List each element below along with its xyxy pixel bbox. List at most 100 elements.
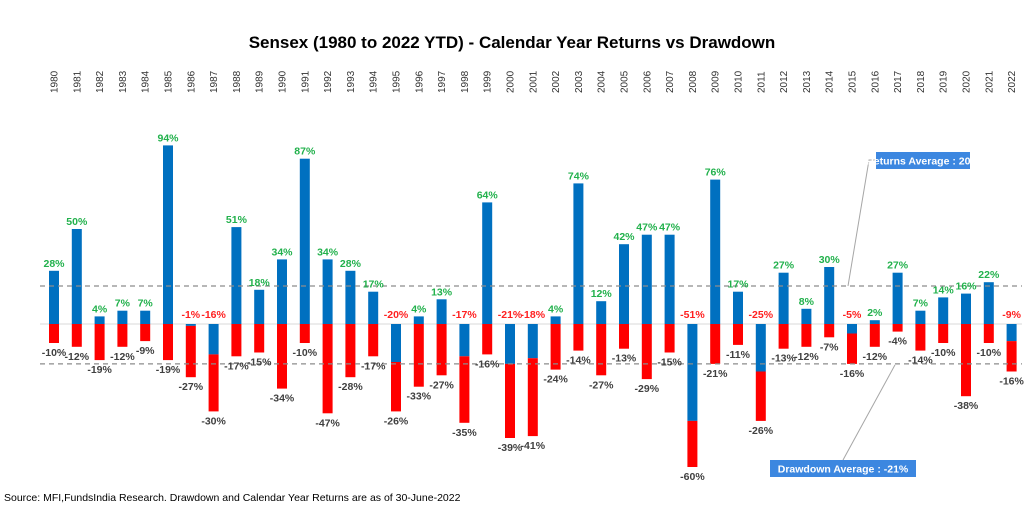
year-label: 2019 bbox=[939, 70, 950, 93]
return-label: -1% bbox=[181, 309, 200, 321]
return-bar bbox=[847, 324, 857, 334]
drawdown-bar bbox=[619, 324, 629, 349]
return-label: 76% bbox=[705, 167, 727, 179]
drawdown-label: -12% bbox=[110, 351, 135, 363]
return-label: 94% bbox=[157, 132, 179, 144]
return-bar bbox=[824, 267, 835, 324]
return-bar bbox=[322, 259, 333, 324]
drawdown-label: -4% bbox=[888, 336, 907, 348]
drawdown-bar bbox=[413, 324, 424, 387]
drawdown-label: -14% bbox=[566, 355, 591, 367]
drawdown-label: -60% bbox=[680, 471, 705, 483]
drawdown-label: -39% bbox=[498, 442, 523, 454]
year-label: 1980 bbox=[50, 70, 61, 93]
callout-leader bbox=[842, 364, 896, 461]
return-bar bbox=[755, 324, 766, 372]
return-bar bbox=[687, 324, 698, 421]
drawdown-label: -27% bbox=[179, 381, 204, 393]
year-label: 2004 bbox=[597, 70, 608, 93]
return-bar bbox=[573, 183, 584, 324]
drawdown-bar bbox=[322, 324, 333, 414]
drawdown-label: -38% bbox=[954, 400, 979, 412]
year-label: 1995 bbox=[392, 70, 403, 93]
drawdown-label: -16% bbox=[840, 368, 865, 380]
year-label: 1999 bbox=[483, 70, 494, 93]
drawdown-bar bbox=[778, 324, 789, 349]
return-bar bbox=[527, 324, 538, 359]
return-label: 28% bbox=[43, 258, 65, 270]
drawdown-label: -15% bbox=[247, 357, 272, 369]
return-label: 22% bbox=[978, 269, 1000, 281]
return-bar bbox=[801, 308, 812, 324]
year-label: 2015 bbox=[848, 70, 859, 93]
drawdown-bar bbox=[71, 324, 82, 347]
return-bar bbox=[915, 310, 926, 324]
drawdown-label: -17% bbox=[361, 360, 386, 372]
chart-title: Sensex (1980 to 2022 YTD) - Calendar Yea… bbox=[249, 33, 776, 52]
return-label: -18% bbox=[521, 309, 546, 321]
drawdown-label: -16% bbox=[475, 358, 500, 370]
return-label: 17% bbox=[727, 279, 749, 291]
drawdown-label: -9% bbox=[136, 345, 155, 357]
return-bar bbox=[231, 227, 242, 324]
year-label: 2000 bbox=[506, 70, 517, 93]
drawdown-bar bbox=[573, 324, 584, 351]
drawdown-label: -29% bbox=[635, 383, 660, 395]
drawdown-label: -10% bbox=[931, 347, 956, 359]
drawdown-label: -10% bbox=[977, 347, 1002, 359]
drawdown-bar bbox=[755, 371, 766, 421]
return-label: -16% bbox=[201, 309, 226, 321]
bars bbox=[49, 145, 1017, 467]
return-label: 8% bbox=[799, 296, 815, 308]
year-label: 1989 bbox=[255, 70, 266, 93]
return-bar bbox=[345, 270, 356, 324]
return-label: 42% bbox=[613, 231, 635, 243]
return-label: 51% bbox=[226, 214, 248, 226]
return-bar bbox=[961, 293, 971, 324]
drawdown-bar bbox=[345, 324, 356, 378]
return-bar bbox=[413, 316, 424, 324]
drawdown-label: -26% bbox=[749, 425, 774, 437]
drawdown-label: -12% bbox=[65, 351, 90, 363]
drawdown-bar bbox=[915, 324, 926, 351]
drawdown-label: -21% bbox=[703, 368, 728, 380]
year-label: 2003 bbox=[574, 70, 585, 93]
drawdown-bar bbox=[208, 354, 219, 412]
return-label: 74% bbox=[568, 170, 590, 182]
return-label: -20% bbox=[384, 309, 409, 321]
return-label: 4% bbox=[548, 303, 564, 315]
return-bar bbox=[550, 316, 561, 324]
return-label: -5% bbox=[843, 309, 862, 321]
drawdown-bar bbox=[391, 362, 401, 412]
drawdown-bar bbox=[1006, 341, 1017, 372]
return-bar bbox=[163, 145, 173, 324]
return-label: 87% bbox=[294, 146, 316, 158]
return-bar bbox=[505, 324, 515, 364]
drawdown-label: -19% bbox=[156, 364, 181, 376]
drawdown-label: -10% bbox=[293, 347, 318, 359]
drawdown-bar bbox=[254, 324, 265, 353]
return-bar bbox=[140, 310, 151, 324]
drawdown-bar bbox=[824, 324, 835, 338]
data-labels: 28%-10%50%-12%4%-19%7%-12%7%-9%94%-19%-1… bbox=[42, 132, 1024, 483]
return-label: 64% bbox=[477, 189, 499, 201]
return-bar bbox=[892, 272, 903, 324]
drawdown-label: -13% bbox=[771, 353, 796, 365]
year-label: 2018 bbox=[916, 70, 927, 93]
return-bar bbox=[778, 272, 789, 324]
drawdown-bar bbox=[140, 324, 151, 342]
return-bar bbox=[277, 259, 287, 324]
return-bar bbox=[368, 291, 379, 324]
return-bar bbox=[94, 316, 105, 324]
drawdown-bar bbox=[505, 363, 515, 438]
return-bar bbox=[71, 229, 82, 324]
year-label: 2010 bbox=[734, 70, 745, 93]
year-label: 1998 bbox=[460, 70, 471, 93]
year-label: 1994 bbox=[369, 70, 380, 93]
drawdown-label: -33% bbox=[407, 391, 432, 403]
return-bar bbox=[254, 289, 265, 324]
average-lines: Returns Average : 20% Drawdown Average : … bbox=[40, 152, 1022, 477]
return-bar bbox=[938, 297, 949, 324]
drawdown-bar bbox=[687, 420, 698, 467]
